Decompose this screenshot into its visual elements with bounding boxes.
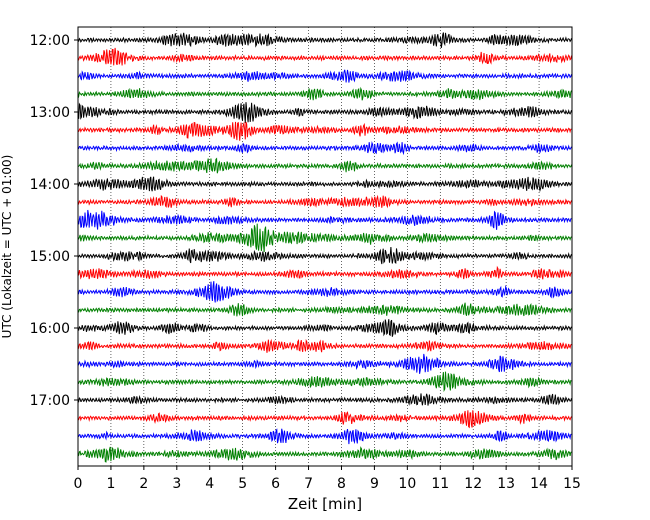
y-axis-ticks: 12:00 13:00 14:00 15:00 16:00 17:00	[30, 33, 78, 409]
seismogram-trace	[77, 140, 572, 156]
seismogram-trace	[77, 410, 572, 429]
seismogram-trace	[77, 209, 572, 230]
seismogram-trace	[77, 86, 572, 101]
y-tick-label: 14:00	[30, 177, 70, 193]
seismogram-trace	[77, 393, 572, 406]
x-tick-label: 12	[464, 476, 482, 492]
x-tick-label: 1	[106, 476, 115, 492]
y-tick-label: 16:00	[30, 321, 70, 337]
seismogram-trace	[77, 69, 572, 83]
grid-lines	[110, 27, 540, 466]
y-tick-label: 13:00	[30, 105, 70, 121]
seismogram-trace	[77, 194, 572, 209]
x-tick-label: 3	[172, 476, 181, 492]
seismogram-trace	[77, 338, 572, 353]
x-tick-label: 11	[431, 476, 449, 492]
x-tick-label: 8	[337, 476, 346, 492]
seismogram-traces	[77, 32, 572, 463]
seismogram-trace	[77, 446, 572, 463]
seismogram-trace	[77, 157, 572, 174]
x-tick-label: 15	[563, 476, 581, 492]
seismogram-trace	[77, 102, 572, 124]
y-tick-label: 12:00	[30, 33, 70, 49]
x-tick-label: 14	[530, 476, 548, 492]
x-axis-ticks: 0 1 2 3 4 5 6 7 8 9 10 11 12 13 14 15	[74, 466, 581, 492]
seismogram-trace	[77, 121, 572, 141]
seismogram-trace	[77, 353, 572, 374]
x-tick-label: 6	[271, 476, 280, 492]
x-tick-label: 7	[304, 476, 313, 492]
x-tick-label: 4	[205, 476, 214, 492]
seismogram-trace	[77, 176, 572, 193]
x-tick-label: 2	[139, 476, 148, 492]
y-tick-label: 17:00	[30, 393, 70, 409]
seismogram-trace	[77, 281, 572, 303]
y-tick-label: 15:00	[30, 249, 70, 265]
y-axis-label: UTC (Lokalzeit = UTC + 01:00)	[0, 155, 14, 339]
seismogram-trace	[77, 319, 572, 337]
seismogram-trace	[77, 371, 572, 393]
seismogram-trace	[77, 247, 572, 265]
seismogram-trace	[77, 223, 572, 253]
seismogram-trace	[77, 32, 572, 49]
x-tick-label: 13	[497, 476, 515, 492]
seismogram-trace	[77, 47, 572, 66]
x-axis-label: Zeit [min]	[288, 495, 362, 513]
seismogram-trace	[77, 302, 572, 317]
x-tick-label: 9	[370, 476, 379, 492]
plot-frame	[77, 26, 573, 467]
x-tick-label: 10	[398, 476, 416, 492]
seismogram-trace	[77, 428, 572, 445]
x-tick-label: 0	[74, 476, 83, 492]
seismogram-trace	[77, 265, 572, 280]
x-tick-label: 5	[238, 476, 247, 492]
